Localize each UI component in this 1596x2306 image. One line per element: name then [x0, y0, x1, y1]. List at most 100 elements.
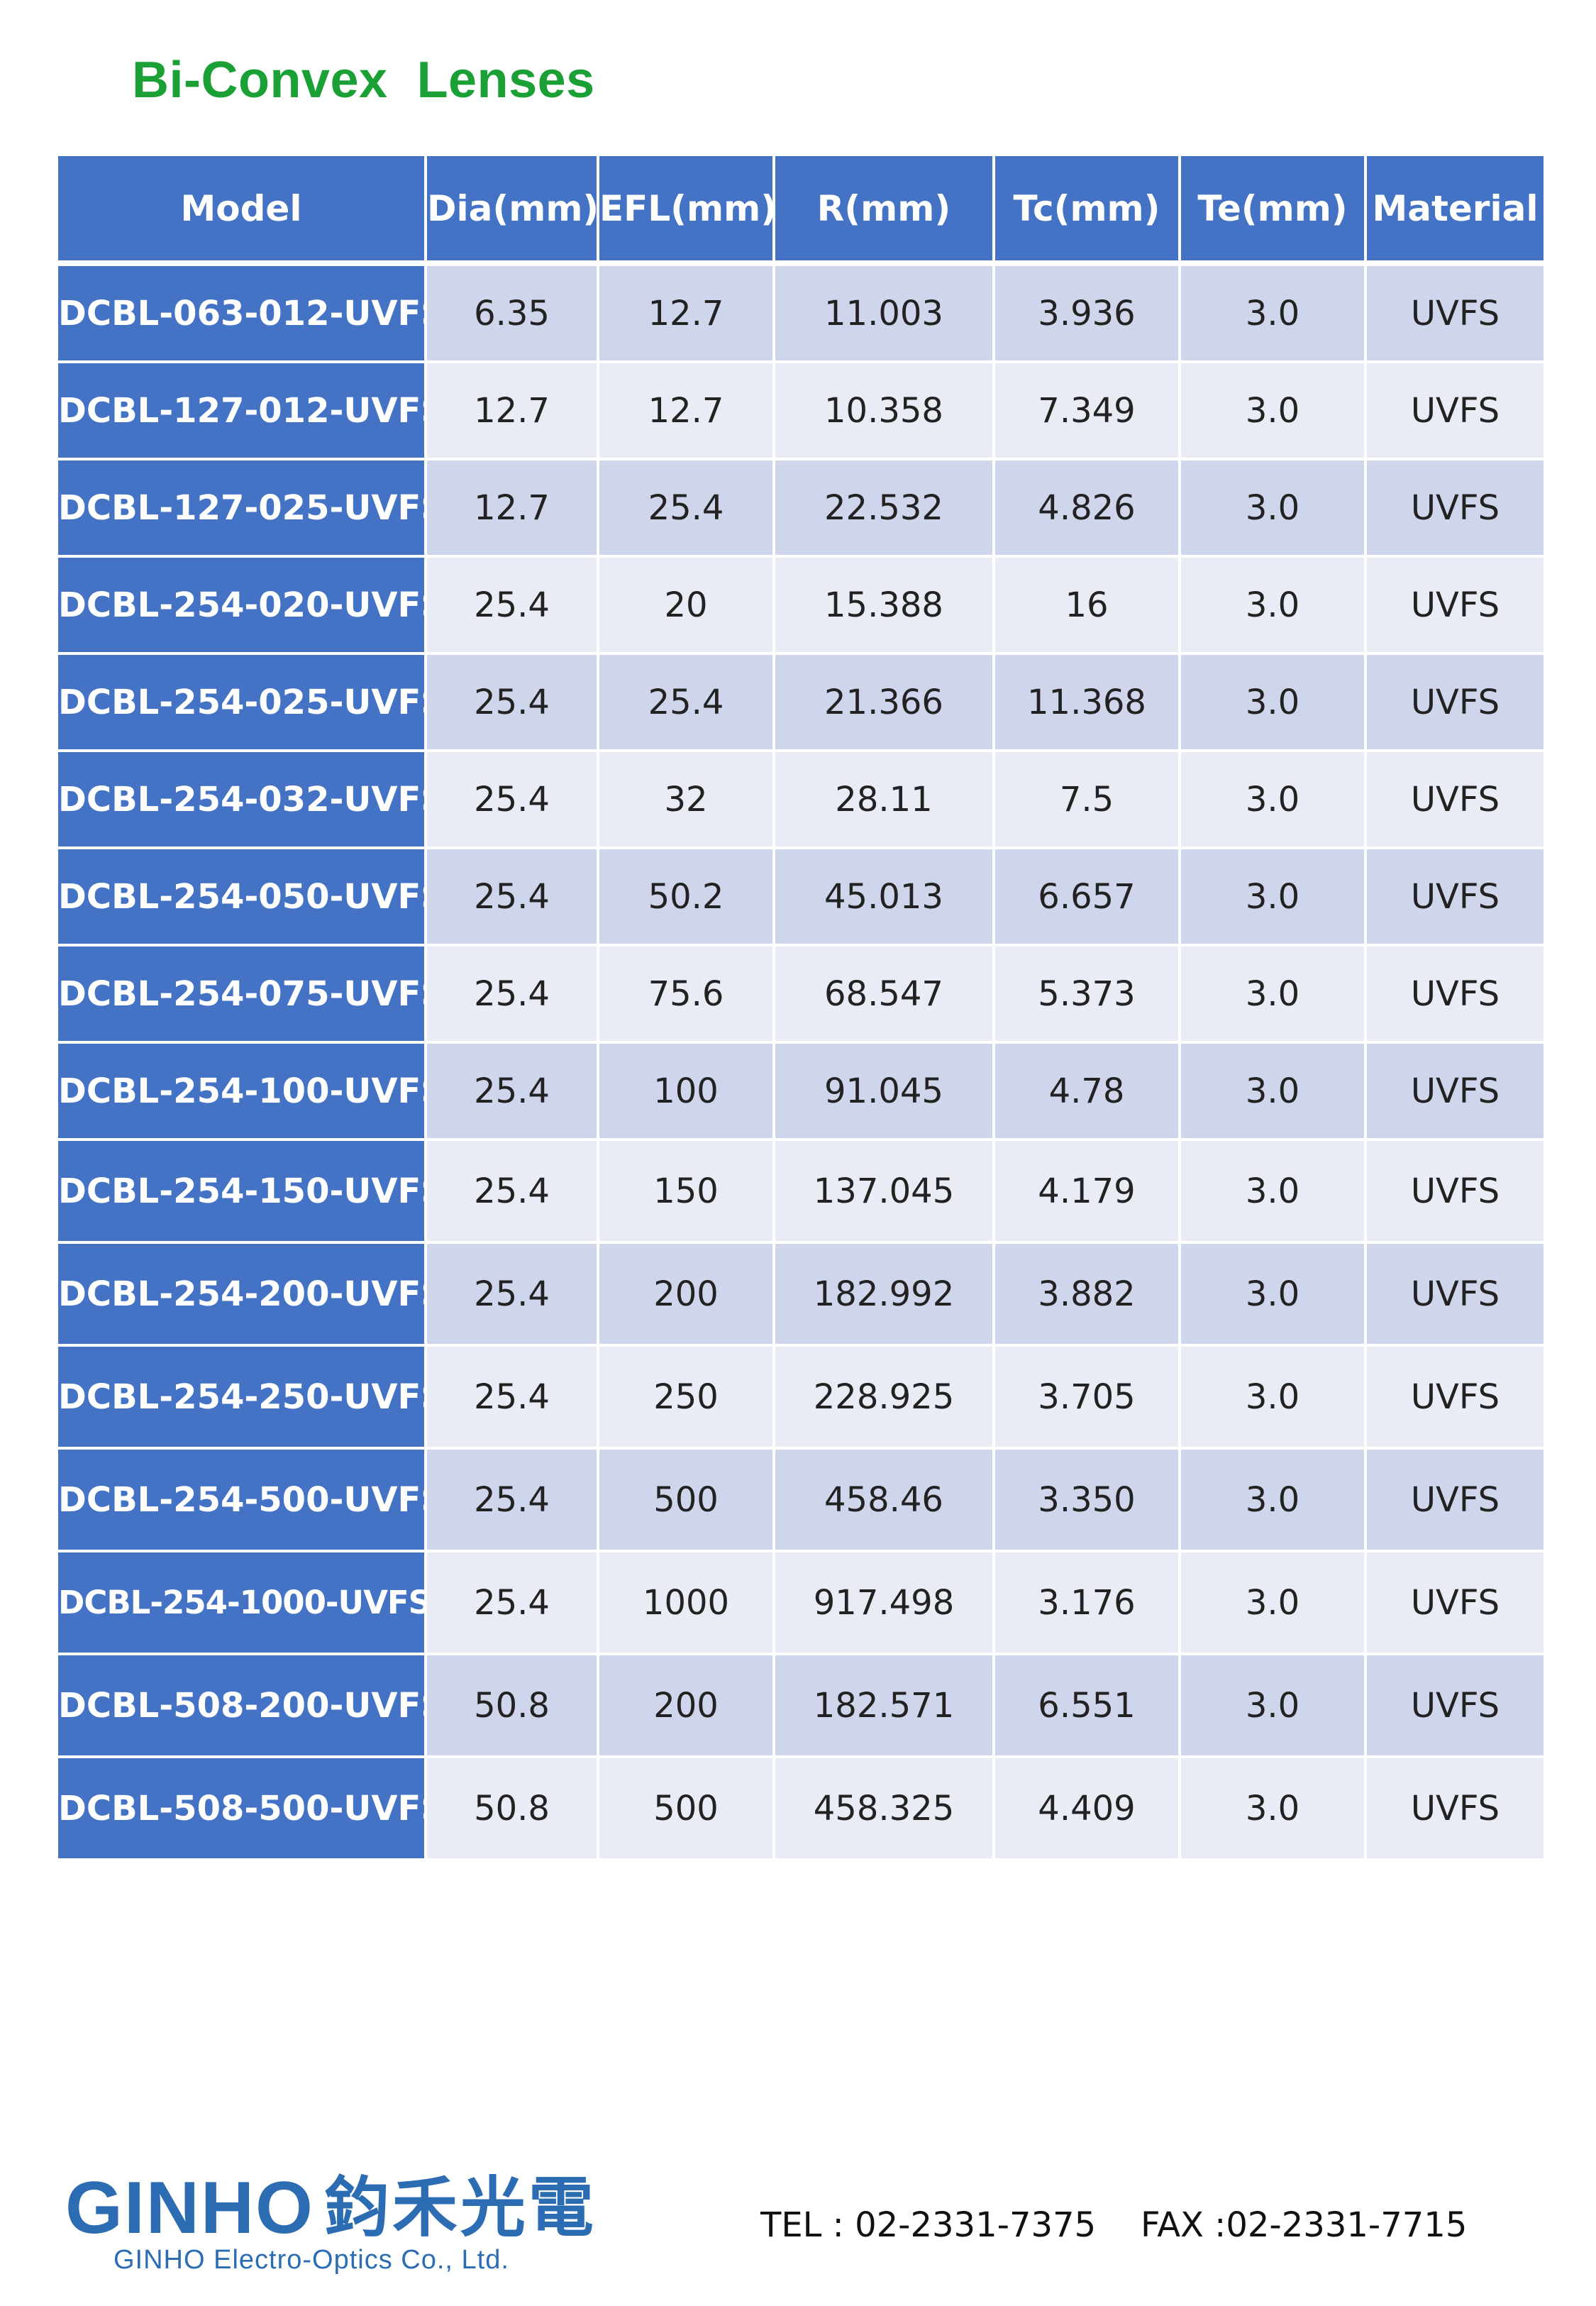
cell-tc: 4.78: [995, 1044, 1181, 1141]
cell-model: DCBL-127-012-UVFS: [58, 363, 427, 460]
cell-dia: 12.7: [427, 363, 599, 460]
cell-material: UVFS: [1367, 752, 1544, 849]
cell-model: DCBL-063-012-UVFS: [58, 266, 427, 363]
cell-te: 3.0: [1181, 1141, 1367, 1244]
table-row: DCBL-254-025-UVFS 25.4 25.4 21.366 11.368 3.0…: [58, 655, 1544, 752]
header-material: Material: [1367, 156, 1544, 266]
cell-dia: 50.8: [427, 1655, 599, 1758]
cell-dia: 12.7: [427, 460, 599, 558]
cell-material: UVFS: [1367, 849, 1544, 947]
table-row: DCBL-254-050-UVFS 25.4 50.2 45.013 6.657 3.0 U…: [58, 849, 1544, 947]
cell-material: UVFS: [1367, 460, 1544, 558]
cell-material: UVFS: [1367, 1347, 1544, 1450]
cell-efl: 12.7: [599, 266, 775, 363]
cell-tc: 6.657: [995, 849, 1181, 947]
cell-dia: 25.4: [427, 947, 599, 1044]
cell-r: 11.003: [775, 266, 995, 363]
cell-te: 3.0: [1181, 558, 1367, 655]
page-title: Bi-Convex Lenses: [132, 52, 595, 109]
cell-material: UVFS: [1367, 1141, 1544, 1244]
cell-tc: 16: [995, 558, 1181, 655]
cell-material: UVFS: [1367, 1450, 1544, 1552]
cell-r: 45.013: [775, 849, 995, 947]
cell-tc: 3.705: [995, 1347, 1181, 1450]
cell-material: UVFS: [1367, 1655, 1544, 1758]
cell-dia: 25.4: [427, 558, 599, 655]
cell-model: DCBL-254-500-UVFS: [58, 1450, 427, 1552]
table-row: DCBL-063-012-UVFS 6.35 12.7 11.003 3.936 3.0 U…: [58, 266, 1544, 363]
cell-r: 10.358: [775, 363, 995, 460]
cell-efl: 25.4: [599, 655, 775, 752]
cell-dia: 25.4: [427, 849, 599, 947]
table-row: DCBL-254-200-UVFS 25.4 200 182.992 3.882 3.0 U…: [58, 1244, 1544, 1347]
cell-material: UVFS: [1367, 558, 1544, 655]
table-row: DCBL-127-025-UVFS 12.7 25.4 22.532 4.826 3.0 U…: [58, 460, 1544, 558]
cell-efl: 25.4: [599, 460, 775, 558]
cell-model: DCBL-508-200-UVFS: [58, 1655, 427, 1758]
cell-te: 3.0: [1181, 1552, 1367, 1655]
cell-material: UVFS: [1367, 1044, 1544, 1141]
cell-te: 3.0: [1181, 655, 1367, 752]
cell-efl: 1000: [599, 1552, 775, 1655]
cell-model: DCBL-254-032-UVFS: [58, 752, 427, 849]
cell-r: 458.325: [775, 1758, 995, 1861]
cell-r: 68.547: [775, 947, 995, 1044]
company-name: GINHO Electro-Optics Co., Ltd.: [113, 2245, 509, 2275]
table-row: DCBL-254-250-UVFS 25.4 250 228.925 3.705 3.0 U…: [58, 1347, 1544, 1450]
cell-dia: 25.4: [427, 1347, 599, 1450]
cell-efl: 500: [599, 1450, 775, 1552]
cell-r: 21.366: [775, 655, 995, 752]
table-row: DCBL-508-500-UVFS 50.8 500 458.325 4.409 3.0 U…: [58, 1758, 1544, 1861]
cell-r: 182.571: [775, 1655, 995, 1758]
table-row: DCBL-254-100-UVFS 25.4 100 91.045 4.78 3.0 UVF…: [58, 1044, 1544, 1141]
company-logo: GINHO 鈞禾光電 GINHO Electro-Optics Co., Ltd.: [65, 2171, 597, 2275]
cell-te: 3.0: [1181, 266, 1367, 363]
cell-model: DCBL-254-200-UVFS: [58, 1244, 427, 1347]
cell-model: DCBL-254-250-UVFS: [58, 1347, 427, 1450]
table-row: DCBL-254-032-UVFS 25.4 32 28.11 7.5 3.0 UVFS: [58, 752, 1544, 849]
cell-te: 3.0: [1181, 1450, 1367, 1552]
cell-efl: 500: [599, 1758, 775, 1861]
cell-model: DCBL-254-050-UVFS: [58, 849, 427, 947]
cell-dia: 25.4: [427, 1044, 599, 1141]
cell-material: UVFS: [1367, 947, 1544, 1044]
cell-efl: 250: [599, 1347, 775, 1450]
cell-tc: 4.179: [995, 1141, 1181, 1244]
cell-model: DCBL-254-150-UVFS: [58, 1141, 427, 1244]
table-row: DCBL-254-500-UVFS 25.4 500 458.46 3.350 3.0 UV…: [58, 1450, 1544, 1552]
table-row: DCBL-254-020-UVFS 25.4 20 15.388 16 3.0 UVFS: [58, 558, 1544, 655]
cell-r: 22.532: [775, 460, 995, 558]
cell-tc: 5.373: [995, 947, 1181, 1044]
cell-dia: 6.35: [427, 266, 599, 363]
header-tc: Tc(mm): [995, 156, 1181, 266]
cell-r: 228.925: [775, 1347, 995, 1450]
cell-material: UVFS: [1367, 266, 1544, 363]
cell-tc: 4.409: [995, 1758, 1181, 1861]
cell-tc: 6.551: [995, 1655, 1181, 1758]
header-dia: Dia(mm): [427, 156, 599, 266]
table-row: DCBL-254-1000-UVFS 25.4 1000 917.498 3.176 3.…: [58, 1552, 1544, 1655]
cell-efl: 100: [599, 1044, 775, 1141]
cell-dia: 25.4: [427, 752, 599, 849]
cell-efl: 200: [599, 1655, 775, 1758]
cell-tc: 3.936: [995, 266, 1181, 363]
cell-material: UVFS: [1367, 1552, 1544, 1655]
table-row: DCBL-508-200-UVFS 50.8 200 182.571 6.551 3.0 U…: [58, 1655, 1544, 1758]
header-te: Te(mm): [1181, 156, 1367, 266]
fax-number: FAX :02-2331-7715: [1141, 2205, 1468, 2245]
cell-te: 3.0: [1181, 460, 1367, 558]
cell-material: UVFS: [1367, 1244, 1544, 1347]
cell-model: DCBL-254-020-UVFS: [58, 558, 427, 655]
cell-tc: 3.882: [995, 1244, 1181, 1347]
cell-te: 3.0: [1181, 1758, 1367, 1861]
cell-material: UVFS: [1367, 363, 1544, 460]
cell-dia: 25.4: [427, 1552, 599, 1655]
cell-te: 3.0: [1181, 1347, 1367, 1450]
cell-dia: 25.4: [427, 1244, 599, 1347]
cell-tc: 11.368: [995, 655, 1181, 752]
table-header-row: Model Dia(mm) EFL(mm) R(mm) Tc(mm) Te(mm…: [58, 156, 1544, 266]
cell-te: 3.0: [1181, 947, 1367, 1044]
tel-number: TEL : 02-2331-7375: [760, 2205, 1097, 2245]
cell-dia: 25.4: [427, 655, 599, 752]
cell-te: 3.0: [1181, 1044, 1367, 1141]
